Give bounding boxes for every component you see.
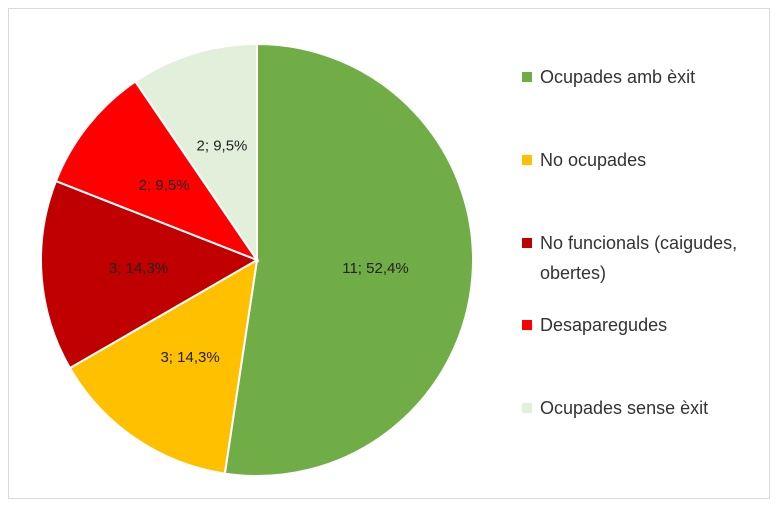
data-label: 2; 9,5% xyxy=(139,177,190,194)
pie-slice xyxy=(223,42,474,477)
legend-swatch xyxy=(522,155,532,165)
data-label: 11; 52,4% xyxy=(342,260,408,277)
legend-swatch xyxy=(522,72,532,82)
legend-item: Ocupades amb èxit xyxy=(522,62,760,92)
data-label: 3; 14,3% xyxy=(160,349,219,366)
data-label: 3; 14,3% xyxy=(109,260,168,277)
legend-swatch xyxy=(522,238,532,248)
pie-slice xyxy=(68,258,259,475)
legend-item: Desaparegudes xyxy=(522,310,760,340)
legend-item: Ocupades sense èxit xyxy=(522,393,720,423)
pie-slice xyxy=(133,42,258,264)
pie-slice xyxy=(40,179,260,370)
data-label: 2; 9,5% xyxy=(197,137,248,154)
legend-label: Ocupades amb èxit xyxy=(540,67,696,87)
legend-item: No funcionals (caigudes, obertes) xyxy=(522,228,760,288)
legend-label: No funcionals (caigudes, obertes) xyxy=(540,233,738,283)
legend-label: Desaparegudes xyxy=(540,315,668,335)
pie-slice xyxy=(54,80,260,263)
chart-border xyxy=(8,8,770,499)
legend-swatch xyxy=(522,403,532,413)
legend-label: No ocupades xyxy=(540,150,647,170)
legend-label: Ocupades sense èxit xyxy=(540,398,709,418)
legend-swatch xyxy=(522,320,532,330)
legend-item: No ocupades xyxy=(522,145,760,175)
